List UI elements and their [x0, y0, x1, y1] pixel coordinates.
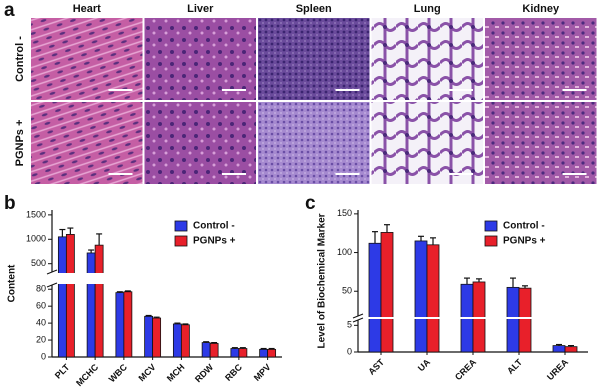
legend-label: PGNPs + [503, 236, 546, 247]
tissue-image [371, 18, 483, 100]
legend-swatch [484, 220, 498, 232]
y-tick-label: 5 [347, 320, 352, 330]
x-tick-label: UA [416, 357, 433, 374]
break-mark [352, 317, 364, 323]
bar [115, 292, 125, 358]
tissue-image [485, 102, 597, 184]
y-tick-label: 100 [337, 247, 352, 257]
x-tick-label: WBC [107, 362, 130, 385]
x-tick-label: ALT [505, 357, 524, 376]
legend-swatch [484, 235, 498, 247]
y-tick-label: 80 [36, 284, 46, 294]
y-tick-label: 0 [41, 351, 46, 361]
x-tick-label: RBC [223, 362, 244, 383]
bar [172, 323, 182, 358]
y-tick-label: 500 [31, 258, 46, 268]
legend-label: PGNPs + [193, 236, 236, 247]
x-tick-label: PLT [53, 362, 72, 381]
tissue-image [258, 102, 370, 184]
y-tick-label: 0 [347, 346, 352, 356]
panel-label: a [4, 0, 15, 21]
bar [152, 317, 162, 358]
x-tick-label: CREA [453, 357, 478, 382]
y-tick-label: 40 [36, 317, 46, 327]
y-tick-label: 1000 [26, 234, 46, 244]
tissue-image [31, 18, 143, 100]
y-tick-label: 20 [36, 334, 46, 344]
tissue-image [144, 102, 256, 184]
bar [201, 342, 211, 358]
x-tick-label: AST [366, 357, 386, 377]
legend-swatch [174, 235, 188, 247]
bar [144, 315, 154, 358]
axis-break [46, 273, 284, 284]
bar [472, 281, 486, 353]
tissue-image [258, 18, 370, 100]
bar [518, 287, 532, 353]
y-tick-label: 60 [36, 301, 46, 311]
bar [65, 234, 75, 358]
bar [267, 348, 277, 358]
axis-break [352, 317, 590, 319]
tissue-image [485, 18, 597, 100]
column-header: Heart [73, 3, 101, 15]
legend-label: Control - [193, 221, 235, 232]
bar [564, 346, 578, 353]
legend-label: Control - [503, 221, 545, 232]
y-tick-label: 50 [342, 286, 352, 296]
bar [230, 348, 240, 358]
panel-label: c [305, 193, 316, 214]
break-mark [46, 282, 58, 288]
y-axis-label: Level of Biochemical Marker [317, 213, 328, 348]
column-header: Kidney [522, 3, 560, 15]
row-label: PGNPs + [14, 120, 26, 167]
bar [57, 236, 67, 358]
bar [380, 232, 394, 353]
tissue-image [31, 102, 143, 184]
bar [414, 240, 428, 353]
bar [426, 244, 440, 353]
break-mark [46, 269, 58, 275]
bar [552, 345, 566, 353]
column-header: Liver [187, 3, 214, 15]
x-tick-label: MCV [137, 362, 158, 383]
x-tick-label: MCHC [74, 362, 101, 388]
y-tick-label: 1500 [26, 209, 46, 219]
tissue-image [144, 18, 256, 100]
column-header: Lung [414, 3, 441, 15]
bar [506, 286, 520, 353]
bar [238, 348, 248, 358]
bar [368, 242, 382, 353]
bar [259, 348, 269, 358]
legend-swatch [174, 220, 188, 232]
bar [86, 252, 96, 358]
panel-label: b [4, 193, 16, 214]
column-header: Spleen [296, 3, 332, 15]
y-tick-label: 150 [337, 208, 352, 218]
x-tick-label: UREA [545, 357, 570, 382]
x-tick-label: MPV [252, 362, 273, 383]
bar [180, 324, 190, 358]
row-label: Control - [14, 36, 26, 82]
bar [123, 291, 133, 358]
bar [209, 343, 219, 358]
tissue-image [371, 102, 483, 184]
x-tick-label: RDW [193, 362, 216, 385]
bar [94, 244, 104, 358]
y-axis-label: Content [7, 264, 18, 302]
break-mark [352, 313, 364, 319]
x-tick-label: MCH [165, 362, 187, 384]
